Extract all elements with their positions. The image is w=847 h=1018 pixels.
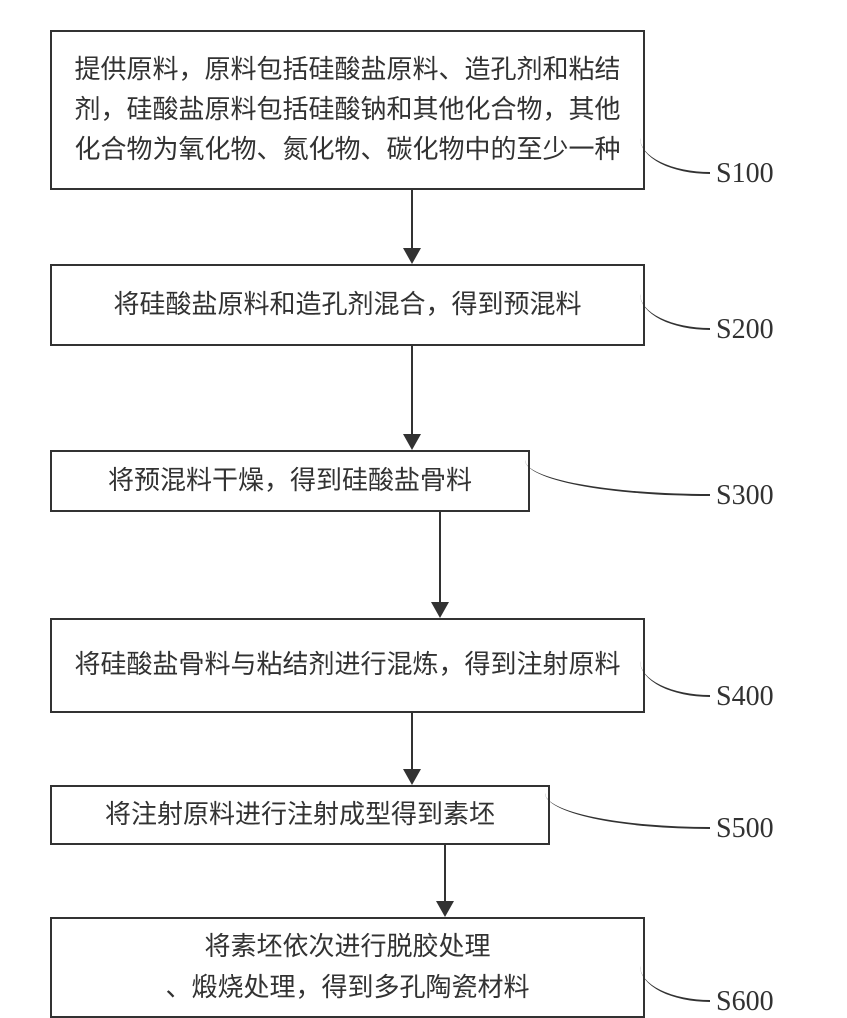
step-row-s500: 将注射原料进行注射成型得到素坯 S500 (0, 785, 847, 845)
step-text-s200: 将硅酸盐原料和造孔剂混合，得到预混料 (113, 285, 581, 325)
step-label-wrap-s100: S100 (640, 154, 774, 190)
step-box-s500: 将注射原料进行注射成型得到素坯 (50, 785, 550, 845)
step-label-s600: S600 (716, 986, 774, 1018)
step-text-s500: 将注射原料进行注射成型得到素坯 (105, 795, 495, 835)
step-row-s200: 将硅酸盐原料和造孔剂混合，得到预混料 S200 (0, 264, 847, 346)
label-connector-s600 (640, 966, 710, 1002)
step-label-s100: S100 (716, 158, 774, 190)
step-text-s600: 将素坯依次进行脱胶处理、煅烧处理，得到多孔陶瓷材料 (165, 927, 529, 1008)
step-label-wrap-s300: S300 (525, 476, 774, 512)
arrow-line (411, 713, 413, 769)
label-connector-s200 (640, 294, 710, 330)
step-label-s400: S400 (716, 681, 774, 713)
arrow-head-icon (403, 769, 421, 785)
arrow-s500 (199, 845, 699, 917)
step-label-wrap-s400: S400 (640, 677, 774, 713)
arrow-line (411, 346, 413, 434)
step-row-s600: 将素坯依次进行脱胶处理、煅烧处理，得到多孔陶瓷材料 S600 (0, 917, 847, 1018)
step-row-s300: 将预混料干燥，得到硅酸盐骨料 S300 (0, 450, 847, 512)
label-connector-s100 (640, 138, 710, 174)
arrow-head-icon (436, 901, 454, 917)
label-connector-s500 (545, 793, 710, 829)
arrow-s300 (209, 512, 689, 618)
step-label-wrap-s500: S500 (545, 809, 774, 845)
arrow-line (444, 845, 446, 901)
label-connector-s400 (640, 661, 710, 697)
label-connector-s300 (525, 460, 710, 496)
step-box-s600: 将素坯依次进行脱胶处理、煅烧处理，得到多孔陶瓷材料 (50, 917, 645, 1018)
step-label-wrap-s200: S200 (640, 310, 774, 346)
step-box-s100: 提供原料，原料包括硅酸盐原料、造孔剂和粘结剂，硅酸盐原料包括硅酸钠和其他化合物，… (50, 30, 645, 190)
step-row-s400: 将硅酸盐骨料与粘结剂进行混炼，得到注射原料 S400 (0, 618, 847, 713)
step-label-s300: S300 (716, 480, 774, 512)
arrow-s100 (151, 190, 746, 264)
flowchart-container: 提供原料，原料包括硅酸盐原料、造孔剂和粘结剂，硅酸盐原料包括硅酸钠和其他化合物，… (0, 30, 847, 1018)
arrow-head-icon (403, 434, 421, 450)
arrow-line (439, 512, 441, 602)
arrow-s200 (151, 346, 746, 450)
arrow-line (411, 190, 413, 248)
arrow-s400 (151, 713, 746, 785)
step-label-s200: S200 (716, 314, 774, 346)
step-box-s200: 将硅酸盐原料和造孔剂混合，得到预混料 (50, 264, 645, 346)
step-box-s300: 将预混料干燥，得到硅酸盐骨料 (50, 450, 530, 512)
arrow-head-icon (431, 602, 449, 618)
step-row-s100: 提供原料，原料包括硅酸盐原料、造孔剂和粘结剂，硅酸盐原料包括硅酸钠和其他化合物，… (0, 30, 847, 190)
step-text-s100: 提供原料，原料包括硅酸盐原料、造孔剂和粘结剂，硅酸盐原料包括硅酸钠和其他化合物，… (62, 50, 633, 171)
step-text-s300: 将预混料干燥，得到硅酸盐骨料 (108, 461, 472, 501)
arrow-head-icon (403, 248, 421, 264)
step-box-s400: 将硅酸盐骨料与粘结剂进行混炼，得到注射原料 (50, 618, 645, 713)
step-label-s500: S500 (716, 813, 774, 845)
step-text-s400: 将硅酸盐骨料与粘结剂进行混炼，得到注射原料 (74, 645, 620, 685)
